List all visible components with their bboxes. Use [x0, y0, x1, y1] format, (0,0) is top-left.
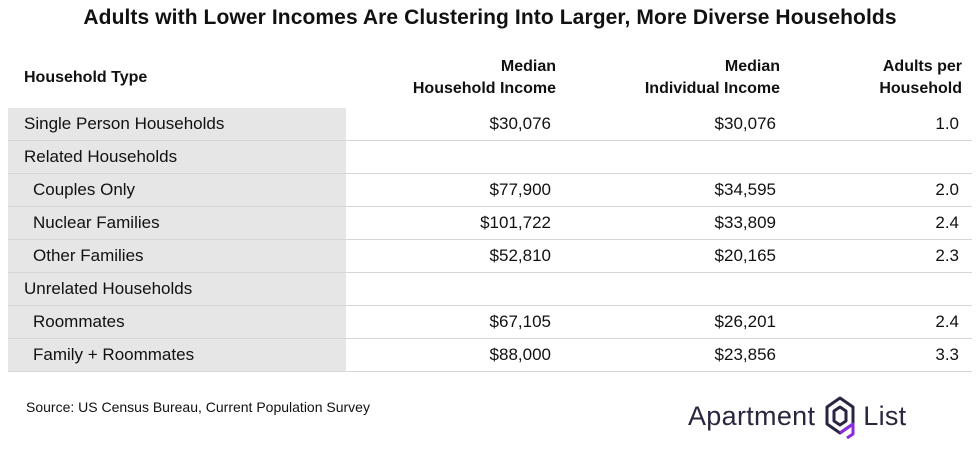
row-label: Unrelated Households [8, 272, 346, 306]
table-row: Related Households [8, 140, 972, 174]
household-income-cell: $88,000 [346, 338, 576, 372]
table-header-row: Household Type Median Household Income M… [8, 48, 972, 108]
apartment-list-logo-icon [825, 396, 855, 439]
header-median-individual-income: Median Individual Income [576, 48, 798, 108]
table-row: Single Person Households $30,076 $30,076… [8, 108, 972, 141]
chart-title: Adults with Lower Incomes Are Clustering… [83, 6, 897, 29]
adults-per-household-cell: 1.0 [935, 114, 959, 133]
header-adults-line1: Adults per [882, 58, 962, 75]
individual-income-cell: $34,595 [576, 173, 798, 207]
household-income-cell: $77,900 [346, 173, 576, 207]
header-household-type: Household Type [24, 69, 148, 86]
row-label: Nuclear Families [8, 206, 346, 240]
household-income-cell: $101,722 [346, 206, 576, 240]
adults-per-household-cell: 2.4 [798, 305, 972, 339]
individual-income-cell [576, 272, 798, 306]
individual-income-cell [576, 140, 798, 174]
table-row: Nuclear Families $101,722 $33,809 2.4 [8, 206, 972, 240]
household-income-cell [346, 272, 576, 306]
household-income-cell: $67,105 [346, 305, 576, 339]
row-label: Single Person Households [8, 108, 346, 141]
individual-income-cell: $20,165 [576, 239, 798, 273]
individual-income-cell: $30,076 [714, 114, 776, 133]
adults-per-household-cell [798, 140, 972, 174]
header-hh-line1: Median [500, 58, 556, 75]
household-income-cell [346, 140, 576, 174]
table-row: Couples Only $77,900 $34,595 2.0 [8, 173, 972, 207]
row-label: Related Households [8, 140, 346, 174]
header-ind-line1: Median [724, 58, 780, 75]
apartment-list-logo: Apartment List [688, 392, 906, 440]
source-note: Source: US Census Bureau, Current Popula… [26, 399, 370, 415]
adults-per-household-cell: 2.4 [798, 206, 972, 240]
header-median-household-income: Median Household Income [346, 48, 576, 108]
table-row: Unrelated Households [8, 272, 972, 306]
header-ind-line2: Individual Income [644, 80, 780, 97]
adults-per-household-cell: 2.3 [798, 239, 972, 273]
adults-per-household-cell: 2.0 [798, 173, 972, 207]
header-adults-line2: Household [879, 80, 962, 97]
household-income-cell: $30,076 [489, 114, 551, 133]
table-row: Roommates $67,105 $26,201 2.4 [8, 305, 972, 339]
individual-income-cell: $33,809 [576, 206, 798, 240]
table-row: Family + Roommates $88,000 $23,856 3.3 [8, 338, 972, 372]
logo-word-list: List [863, 400, 907, 431]
row-label: Couples Only [8, 173, 346, 207]
row-label: Family + Roommates [8, 338, 346, 372]
adults-per-household-cell [798, 272, 972, 306]
header-adults-per-household: Adults per Household [798, 48, 972, 108]
logo-word-apartment: Apartment [688, 400, 816, 431]
household-income-cell: $52,810 [346, 239, 576, 273]
individual-income-cell: $23,856 [576, 338, 798, 372]
household-income-table: Household Type Median Household Income M… [8, 48, 972, 372]
header-hh-line2: Household Income [412, 80, 556, 97]
row-label: Other Families [8, 239, 346, 273]
adults-per-household-cell: 3.3 [798, 338, 972, 372]
row-label: Roommates [8, 305, 346, 339]
individual-income-cell: $26,201 [576, 305, 798, 339]
table-row: Other Families $52,810 $20,165 2.3 [8, 239, 972, 273]
